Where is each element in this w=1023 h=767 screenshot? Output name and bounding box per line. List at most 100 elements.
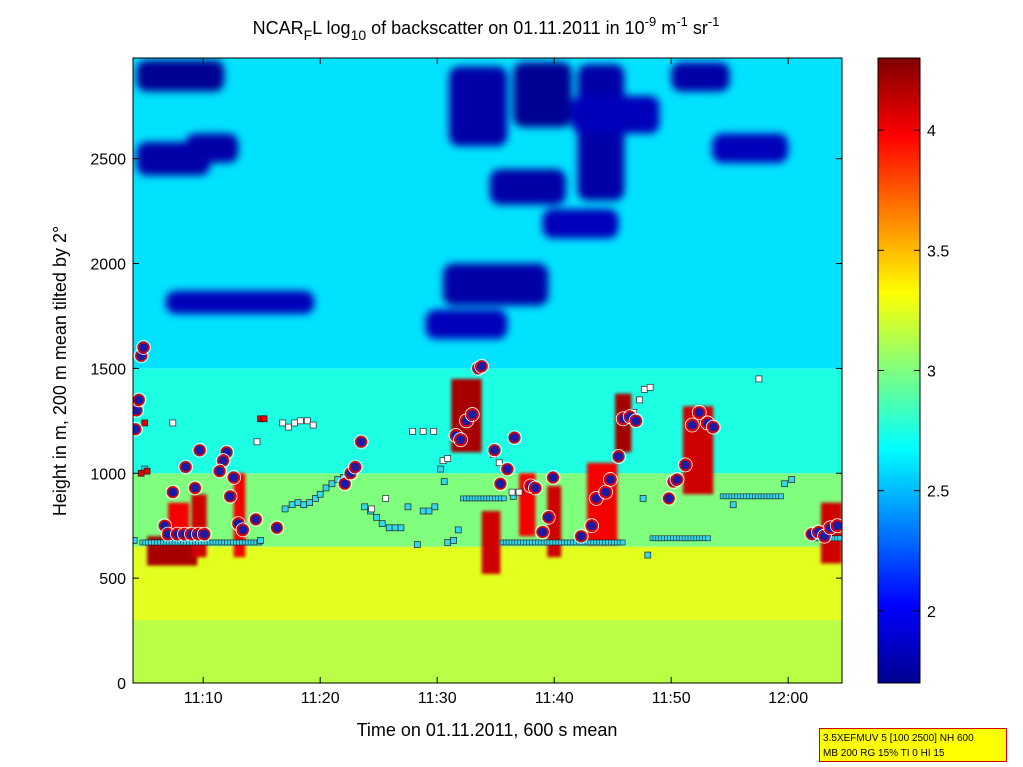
marker-cyan-square (781, 480, 789, 488)
marker-circle-halo (165, 484, 181, 500)
marker-circle-halo (248, 512, 264, 527)
marker-circle-halo (347, 459, 363, 475)
marker-circle-halo (178, 459, 194, 475)
info-line-2: MB 200 RG 15% TI 0 HI 15 (823, 748, 945, 759)
marker-cyan-square (431, 503, 439, 511)
x-axis-ticks: 11:10 11:20 11:30 11:40 11:50 12:00 (184, 58, 808, 707)
marker-white-square (508, 488, 516, 496)
marker-circle-halo (187, 480, 203, 496)
marker-circle (630, 414, 643, 427)
marker-circle-halo (507, 430, 522, 446)
marker-cyan-square (361, 503, 369, 511)
marker-circle-halo (817, 528, 832, 544)
cloud-base-square (837, 535, 842, 542)
marker-cyan-square (281, 505, 289, 513)
marker-white-square (495, 459, 503, 467)
marker-cyan-square (328, 480, 336, 488)
marker-circle-halo (499, 461, 515, 477)
marker-white-square (279, 419, 287, 427)
marker-circle-halo (196, 526, 212, 542)
marker-circle (189, 481, 202, 494)
marker-cyan-square (257, 537, 264, 544)
title-prefix-sub: F (304, 27, 313, 43)
marker-cyan-square (378, 520, 386, 527)
colorbar-tick-label: 2 (927, 604, 936, 621)
marker-circle (662, 492, 675, 505)
marker-circle-halo (602, 472, 618, 487)
info-line-1: 3.5XEFMUV 5 [100 2500] NH 600 (823, 733, 974, 744)
marker-circle-halo (212, 463, 227, 479)
marker-white-square (636, 396, 643, 404)
marker-white-square (296, 417, 304, 425)
marker-circle-halo (226, 470, 242, 485)
marker-circle (707, 421, 720, 434)
y-tick-label: 2500 (90, 152, 126, 169)
low-backscatter-patch-0 (136, 60, 225, 92)
marker-cyan-square (788, 476, 796, 483)
marker-cyan-square (419, 507, 427, 515)
x-tick-label: 11:30 (418, 690, 457, 707)
marker-white-square (430, 427, 438, 435)
plot-area (133, 58, 842, 683)
marker-white-square (368, 505, 376, 513)
marker-circle (693, 406, 706, 419)
marker-circle-halo (545, 470, 561, 485)
low-backscatter-patch-8 (443, 263, 549, 306)
marker-cyan-square (450, 537, 457, 544)
low-backscatter-patch-9 (425, 309, 508, 340)
marker-cyan-square (413, 541, 421, 548)
marker-circle-halo (133, 421, 143, 437)
marker-circle (501, 463, 514, 476)
marker-circle-halo (235, 522, 251, 538)
marker-circle-halo (192, 442, 208, 458)
marker-circle-halo (628, 413, 644, 429)
marker-circle (547, 471, 560, 484)
marker-cyan-square (312, 495, 319, 502)
marker-circle (686, 419, 699, 432)
title-unit1: m (656, 18, 676, 38)
marker-circle (355, 435, 368, 448)
marker-circle (612, 450, 625, 463)
marker-cyan-square (300, 501, 308, 509)
chart-title: NCARFL log10 of backscatter on 01.11.201… (253, 14, 720, 43)
colorbar-ticks: 2 2.5 3 3.5 4 (878, 123, 949, 621)
marker-cyan-square (322, 484, 330, 492)
marker-circle-halo (453, 432, 468, 448)
low-backscatter-patch-3 (165, 290, 315, 314)
marker-cyan-square (316, 490, 324, 498)
marker-white-square (303, 417, 311, 425)
background-band-3 (133, 368, 842, 474)
marker-circle-halo (691, 405, 707, 420)
marker-circle-halo (540, 509, 556, 525)
x-tick-label: 11:20 (301, 690, 340, 707)
marker-red-square (137, 469, 145, 477)
aerosol-patch-3 (233, 473, 246, 558)
marker-white-square (409, 427, 416, 435)
marker-circle (198, 528, 211, 541)
marker-circle-halo (535, 524, 550, 540)
marker-cyan-square (373, 513, 380, 521)
marker-cyan-square (385, 524, 393, 532)
low-backscatter-patches (136, 60, 789, 340)
marker-circle (137, 341, 150, 354)
y-tick-label: 0 (117, 676, 126, 693)
marker-circle-halo (584, 518, 600, 534)
low-backscatter-patch-11 (571, 95, 660, 134)
marker-circle (671, 473, 684, 486)
low-backscatter-patch-13 (712, 133, 789, 163)
marker-circle (224, 490, 237, 503)
marker-circle-halo (353, 434, 369, 450)
x-tick-label: 12:00 (768, 690, 808, 707)
marker-circle (536, 525, 549, 538)
marker-white-square (309, 421, 317, 429)
title-main: of backscatter on 01.11.2011 in 10 (366, 18, 645, 38)
marker-circle-halo (528, 480, 543, 496)
title-after-prefix: L log (312, 18, 350, 38)
marker-circle (475, 360, 488, 373)
low-backscatter-patch-12 (671, 62, 730, 92)
marker-circle (166, 486, 179, 499)
marker-cyan-square (644, 551, 652, 559)
marker-white-square (419, 427, 427, 435)
marker-white-square (444, 455, 452, 462)
